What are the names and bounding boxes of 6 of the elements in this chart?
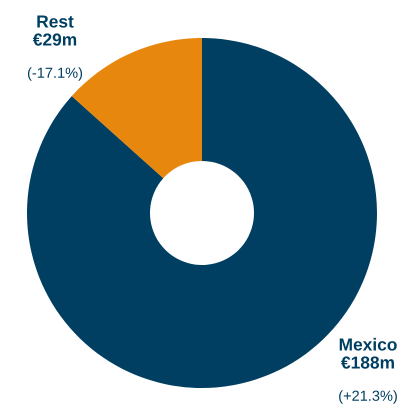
data-label: €29m	[32, 33, 76, 46]
slice-label: Rest	[37, 16, 74, 28]
text: (-17.1%)	[28, 67, 82, 81]
text: (+21.3%)	[339, 390, 397, 404]
slice-label: Mexico	[340, 338, 397, 351]
data-label: €188m	[341, 356, 394, 369]
